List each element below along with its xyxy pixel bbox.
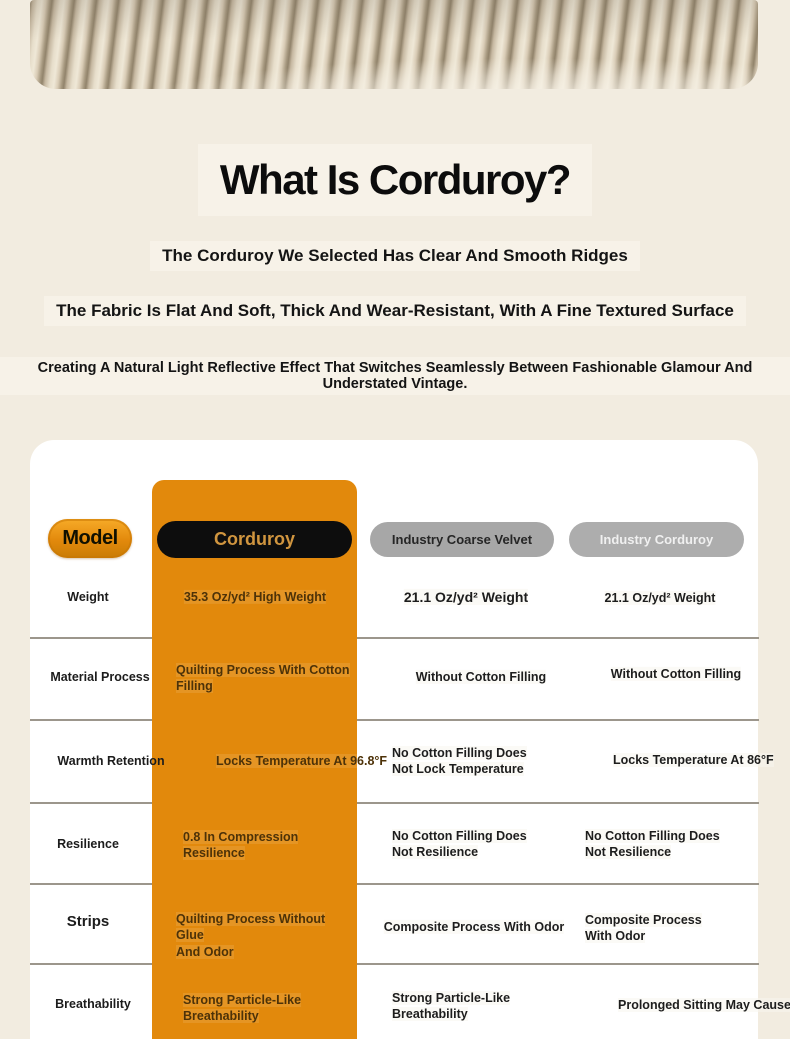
row-label-material-process: Material Process [50, 670, 150, 684]
row-divider [30, 802, 759, 804]
subtitle-line-2-wrap: The Fabric Is Flat And Soft, Thick And W… [0, 296, 790, 326]
column-label-industry-corduroy: Industry Corduroy [599, 532, 714, 547]
cell-industry-corduroy-breathability: Prolonged Sitting May Cause Stu [618, 997, 790, 1013]
subtitle-line-3-wrap: Creating A Natural Light Reflective Effe… [0, 357, 790, 395]
column-pill-industry-coarse-velvet: Industry Coarse Velvet [370, 522, 554, 557]
subtitle-line-1-wrap: The Corduroy We Selected Has Clear And S… [0, 241, 790, 271]
column-pill-industry-corduroy: Industry Corduroy [569, 522, 744, 557]
cell-industry-corduroy-weight: 21.1 Oz/yd² Weight [604, 590, 716, 605]
subtitle-line-3: Creating A Natural Light Reflective Effe… [0, 357, 790, 395]
row-label-warmth-retention: Warmth Retention [57, 754, 165, 768]
cell-coarse-velvet-weight: 21.1 Oz/yd² Weight [403, 588, 529, 605]
cell-coarse-velvet-material-process: Without Cotton Filling [415, 669, 547, 684]
column-pill-corduroy: Corduroy [157, 521, 352, 558]
cell-coarse-velvet-strips: Composite Process With Odor [383, 919, 565, 934]
row-divider [30, 963, 759, 965]
row-label-breathability: Breathability [55, 997, 131, 1011]
cell-coarse-velvet-breathability: Strong Particle-Like Breathability [392, 991, 511, 1022]
cell-industry-corduroy-warmth-retention: Locks Temperature At 86°F [613, 753, 774, 767]
cell-corduroy-warmth-retention: Locks Temperature At 96.8°F [216, 754, 388, 768]
row-divider [30, 719, 759, 721]
cell-industry-corduroy-resilience: No Cotton Filling Does Not Resilience [585, 829, 720, 860]
cell-industry-corduroy-material-process: Without Cotton Filling [610, 666, 742, 681]
hero-corduroy-fabric-image [30, 0, 758, 89]
model-label: Model [62, 527, 118, 549]
column-label-corduroy: Corduroy [214, 529, 295, 549]
cell-coarse-velvet-resilience: No Cotton Filling Does Not Resilience [392, 829, 527, 860]
column-label-industry-coarse-velvet: Industry Coarse Velvet [391, 532, 533, 547]
row-label-weight: Weight [67, 590, 109, 604]
cell-corduroy-breathability: Strong Particle-Like Breathability [183, 993, 302, 1024]
corduroy-column-highlight-band [152, 480, 357, 1039]
row-label-resilience: Resilience [57, 837, 119, 851]
row-label-strips: Strips [66, 913, 110, 930]
page-title: What Is Corduroy? [197, 144, 593, 216]
cell-corduroy-resilience: 0.8 In Compression Resilience [183, 830, 299, 861]
subtitle-line-2: The Fabric Is Flat And Soft, Thick And W… [44, 296, 746, 326]
cell-industry-corduroy-strips: Composite Process With Odor [585, 913, 702, 944]
cell-corduroy-strips: Quilting Process Without Glue And Odor [176, 912, 326, 959]
cell-corduroy-material-process: Quilting Process With Cotton Filling [176, 663, 350, 694]
row-divider [30, 883, 759, 885]
cell-corduroy-weight: 35.3 Oz/yd² High Weight [183, 589, 327, 604]
row-divider [30, 637, 759, 639]
cell-coarse-velvet-warmth-retention: No Cotton Filling Does Not Lock Temperat… [392, 746, 527, 777]
subtitle-line-1: The Corduroy We Selected Has Clear And S… [150, 241, 640, 271]
model-header-pill: Model [48, 519, 132, 558]
title-section: What Is Corduroy? [0, 144, 790, 216]
